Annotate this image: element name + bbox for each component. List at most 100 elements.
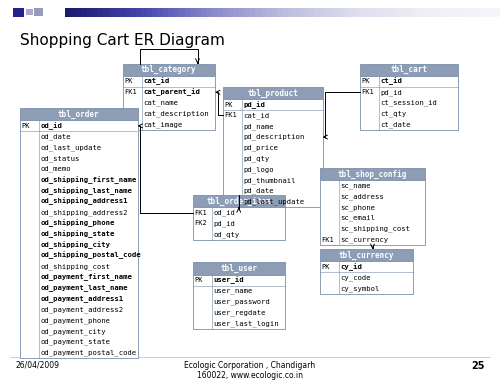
Bar [192,275,285,329]
Text: FK1: FK1 [194,210,207,216]
Text: od_payment_postal_code: od_payment_postal_code [40,349,137,356]
Bar [98,8,103,17]
Text: ct_session_id: ct_session_id [380,100,438,107]
Bar [130,8,136,17]
Bar [20,108,138,120]
Text: tbl_order: tbl_order [58,110,100,119]
Text: cat_image: cat_image [143,121,182,128]
Text: tbl_product: tbl_product [247,88,298,98]
Bar [380,8,386,17]
Bar [326,8,332,17]
Text: PK: PK [322,264,330,270]
Text: od_memo: od_memo [40,166,71,173]
Bar [192,207,285,240]
Bar [206,8,212,17]
Bar [196,8,202,17]
Bar [12,8,24,17]
Text: od_payment_phone: od_payment_phone [40,317,110,324]
Text: FK2: FK2 [194,220,207,227]
Text: od_shipping_last_name: od_shipping_last_name [40,187,132,195]
Bar [468,8,473,17]
Text: tbl_shop_config: tbl_shop_config [338,169,407,179]
Bar [446,8,452,17]
Bar [217,8,223,17]
Text: pd_thumbnail: pd_thumbnail [243,177,296,184]
Text: od_id: od_id [40,122,62,130]
Bar [370,8,376,17]
Bar [222,99,322,207]
Bar [136,8,141,17]
Text: tbl_category: tbl_category [141,65,197,74]
Bar [430,8,435,17]
Bar [277,8,283,17]
Text: cat_description: cat_description [143,110,208,117]
Text: FK1: FK1 [362,89,374,95]
Text: 25: 25 [472,361,485,371]
Bar [192,262,285,275]
Text: sc_email: sc_email [340,215,376,222]
Bar [272,8,278,17]
Bar [418,8,424,17]
Bar [310,8,316,17]
Bar [174,8,180,17]
Bar [489,8,495,17]
Bar [282,8,288,17]
Text: ct_date: ct_date [380,121,411,128]
Bar [212,8,218,17]
Text: od_shipping_phone: od_shipping_phone [40,219,115,227]
Text: FK1: FK1 [224,112,237,119]
Bar [261,8,266,17]
Bar [288,8,294,17]
Bar [244,8,250,17]
Text: Ecologic Corporation , Chandigarh
160022, www.ecologic.co.in: Ecologic Corporation , Chandigarh 160022… [184,361,316,380]
Text: od_payment_address2: od_payment_address2 [40,306,123,313]
Bar [320,180,425,245]
Bar [65,8,71,17]
Bar [320,8,326,17]
Bar [108,8,114,17]
Text: 26/04/2009: 26/04/2009 [15,361,59,370]
Text: od_payment_city: od_payment_city [40,328,106,335]
Text: pd_name: pd_name [243,123,274,130]
Bar [484,8,490,17]
Text: od_date: od_date [40,133,71,140]
Text: Shopping Cart ER Diagram: Shopping Cart ER Diagram [20,33,225,48]
Text: cat_parent_id: cat_parent_id [143,88,200,96]
Text: pd_price: pd_price [243,144,278,151]
Bar [299,8,305,17]
Bar [353,8,359,17]
Bar [163,8,169,17]
Text: cy_code: cy_code [340,274,371,281]
Text: pd_last_update: pd_last_update [243,198,304,205]
Bar [114,8,120,17]
Bar [294,8,300,17]
Bar [201,8,207,17]
Bar [26,9,33,15]
Bar [34,8,43,16]
Bar [360,76,458,130]
Bar [152,8,158,17]
Bar [408,8,414,17]
Text: user_last_login: user_last_login [213,320,278,327]
Bar [456,8,462,17]
Text: pd_id: pd_id [380,89,402,96]
Text: od_shipping_address2: od_shipping_address2 [40,209,128,216]
Bar [125,8,131,17]
Text: PK: PK [124,78,132,85]
Bar [440,8,446,17]
Bar [190,8,196,17]
Bar [358,8,364,17]
Text: cy_id: cy_id [340,263,362,271]
Text: user_regdate: user_regdate [213,309,266,316]
Bar [424,8,430,17]
Text: od_qty: od_qty [213,231,240,238]
Text: sc_currency: sc_currency [340,237,388,243]
Bar [239,8,245,17]
Bar [320,261,412,294]
Bar [375,8,381,17]
Text: od_last_update: od_last_update [40,144,102,151]
Text: tbl_currency: tbl_currency [338,251,394,260]
Text: tbl_order_item: tbl_order_item [206,196,271,206]
Bar [70,8,76,17]
Bar [122,76,215,130]
